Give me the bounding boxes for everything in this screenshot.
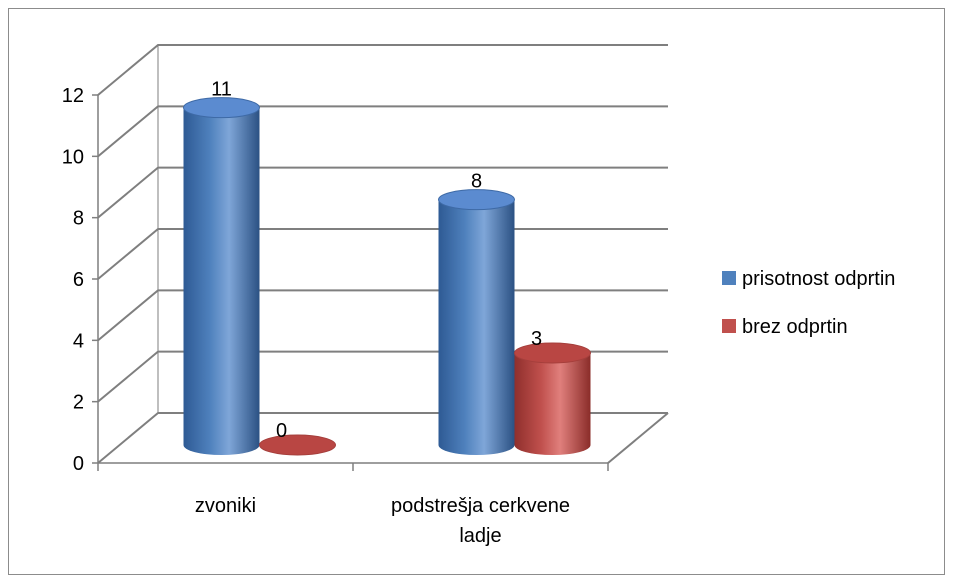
legend-swatch — [722, 319, 736, 333]
y-tick-label: 8 — [73, 208, 84, 230]
bar-body — [183, 107, 260, 456]
legend-swatch — [722, 271, 736, 285]
y-tick-label: 4 — [73, 330, 84, 352]
y-tick-label: 2 — [73, 392, 84, 414]
legend-label: brez odprtin — [742, 316, 848, 338]
bar-top — [438, 189, 515, 211]
bar — [514, 342, 591, 455]
data-label: 3 — [531, 328, 542, 350]
y-tick-label: 0 — [73, 453, 84, 475]
data-labels: 11 0 8 3 — [211, 79, 542, 442]
y-tick-labels: 0 2 4 6 8 10 12 — [62, 85, 84, 475]
x-category-labels: zvoniki podstrešja cerkvene ladje — [195, 495, 570, 547]
bar-top — [183, 97, 260, 119]
x-category-label: ladje — [459, 525, 501, 547]
floor-edge — [607, 412, 669, 464]
bar-top — [514, 342, 591, 364]
y-tick-label: 6 — [73, 269, 84, 291]
y-tick-label: 12 — [62, 85, 84, 107]
y-tick-label: 10 — [62, 146, 84, 168]
bar-top — [259, 434, 336, 456]
bar — [438, 189, 515, 455]
bar-body — [514, 353, 591, 455]
bar — [259, 434, 336, 456]
bar-body — [438, 199, 515, 455]
x-category-label: podstrešja cerkvene — [391, 495, 570, 517]
legend: prisotnost odprtin brez odprtin — [722, 268, 895, 338]
bar — [183, 97, 260, 456]
bars — [183, 97, 591, 456]
x-category-label: zvoniki — [195, 495, 256, 517]
legend-label: prisotnost odprtin — [742, 268, 895, 290]
data-label: 8 — [471, 171, 482, 193]
gridline — [97, 44, 668, 96]
data-label: 11 — [211, 79, 232, 101]
axes — [92, 94, 669, 471]
data-label: 0 — [276, 420, 287, 442]
